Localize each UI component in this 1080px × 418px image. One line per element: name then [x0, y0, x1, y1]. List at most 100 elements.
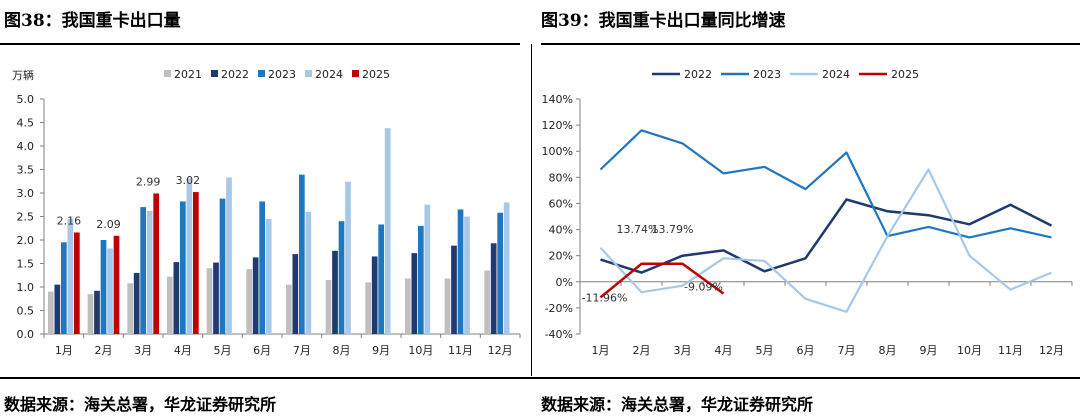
right-legend-label-2023: 2023 [753, 68, 781, 81]
left-bar-2021 [285, 284, 292, 334]
left-bar-2024 [226, 177, 232, 334]
left-data-label: 2.99 [136, 175, 161, 188]
left-y-tick-label: 5.0 [17, 93, 35, 106]
left-legend-swatch-2023 [258, 70, 265, 77]
right-legend-label-2024: 2024 [822, 68, 850, 81]
right-source-note: 数据来源：海关总署，华龙证券研究所 [541, 395, 814, 414]
left-bar-2023 [457, 209, 464, 334]
right-x-tick-label: 11月 [998, 344, 1023, 357]
left-legend-label-2021: 2021 [174, 68, 202, 81]
right-y-tick-label: 60% [549, 197, 573, 210]
left-y-tick-label: 0.5 [17, 305, 35, 318]
left-x-tick-label: 1月 [55, 344, 73, 357]
right-line-2025 [599, 262, 725, 299]
left-y-tick-label: 1.5 [17, 258, 35, 271]
left-bar-2024 [424, 204, 431, 334]
left-y-tick-label: 1.0 [17, 281, 35, 294]
left-x-tick-label: 2月 [95, 344, 113, 357]
left-bar-2021 [206, 268, 213, 334]
left-bar-2023 [140, 207, 147, 334]
left-x-tick-label: 3月 [134, 344, 152, 357]
left-legend-label-2025: 2025 [362, 68, 390, 81]
left-bar-2023 [259, 201, 266, 334]
left-bar-2021 [47, 291, 54, 334]
left-x-tick-label: 7月 [293, 344, 311, 357]
left-bar-2025 [73, 232, 80, 334]
left-data-label: 2.09 [96, 218, 121, 231]
left-y-tick-label: 0.0 [17, 328, 35, 341]
right-data-label: 13.79% [652, 223, 694, 236]
left-y-tick-label: 4.0 [17, 140, 35, 153]
left-bar-2021 [325, 279, 332, 334]
left-bar-2024 [503, 202, 510, 334]
left-legend-swatch-2022 [211, 70, 218, 77]
right-line-2022 [600, 198, 1053, 274]
right-line-2023 [599, 129, 1052, 239]
left-bar-2023 [219, 198, 226, 334]
right-y-tick-label: 0% [556, 276, 573, 289]
left-bar-2022 [490, 243, 497, 334]
left-source-note: 数据来源：海关总署，华龙证券研究所 [4, 395, 277, 414]
right-y-tick-label: 100% [542, 145, 573, 158]
right-y-tick-label: 20% [549, 250, 573, 263]
left-x-tick-label: 12月 [488, 344, 513, 357]
right-figure-title: 图39：我国重卡出口量同比增速 [541, 11, 786, 31]
left-bar-2022 [332, 250, 338, 334]
left-bar-2021 [166, 276, 173, 334]
left-bar-2021 [127, 283, 134, 334]
left-x-tick-label: 11月 [448, 344, 473, 357]
left-bar-2023 [179, 201, 186, 334]
left-bar-2022 [54, 284, 61, 334]
left-bar-2022 [173, 262, 180, 334]
left-bar-2022 [411, 253, 418, 334]
right-top-rule [541, 43, 1080, 45]
left-legend-swatch-2021 [164, 70, 171, 77]
left-bar-2023 [497, 212, 504, 334]
bottom-rule [0, 377, 1080, 379]
left-bar-2024 [146, 210, 153, 334]
right-y-tick-label: 120% [542, 119, 573, 132]
right-y-tick-label: -40% [545, 328, 573, 341]
left-x-tick-label: 5月 [214, 344, 232, 357]
right-y-tick-label: -20% [545, 302, 573, 315]
right-x-tick-label: 7月 [838, 344, 856, 357]
left-bar-2022 [252, 257, 259, 334]
right-data-label: -9.09% [684, 281, 723, 294]
left-bar-2024 [384, 128, 391, 334]
left-legend-swatch-2024 [305, 70, 312, 77]
left-bar-2023 [100, 240, 107, 334]
right-x-tick-label: 4月 [715, 344, 733, 357]
left-bar-2024 [305, 211, 312, 334]
left-bar-2021 [444, 278, 451, 334]
right-x-tick-label: 5月 [756, 344, 774, 357]
left-bar-2022 [94, 290, 100, 334]
left-y-unit-label: 万辆 [12, 68, 34, 82]
left-x-tick-label: 10月 [408, 344, 433, 357]
right-x-tick-label: 10月 [957, 344, 982, 357]
right-y-tick-label: 80% [549, 171, 573, 184]
left-bar-2022 [371, 256, 378, 334]
left-bar-2023 [378, 224, 385, 334]
right-x-tick-label: 8月 [879, 344, 897, 357]
right-x-tick-label: 9月 [920, 344, 938, 357]
left-bar-2022 [292, 254, 299, 334]
left-bar-2024 [186, 178, 193, 334]
left-bar-2022 [451, 245, 457, 334]
right-x-tick-label: 1月 [592, 344, 610, 357]
left-x-tick-label: 9月 [372, 344, 390, 357]
right-x-tick-label: 3月 [674, 344, 692, 357]
right-data-label: -11.96% [582, 291, 628, 304]
left-bar-2023 [417, 225, 424, 334]
right-y-tick-label: 140% [542, 93, 573, 106]
left-bar-2024 [265, 218, 272, 334]
left-figure-title: 图38：我国重卡出口量 [4, 11, 181, 31]
left-legend-label-2024: 2024 [315, 68, 343, 81]
left-data-label: 2.16 [57, 214, 82, 227]
left-data-label: 3.02 [176, 174, 201, 187]
left-x-tick-label: 8月 [333, 344, 351, 357]
left-bar-2025 [153, 193, 160, 334]
left-y-tick-label: 4.5 [17, 117, 35, 130]
left-bar-2021 [365, 282, 372, 334]
left-y-tick-label: 3.0 [17, 187, 35, 200]
